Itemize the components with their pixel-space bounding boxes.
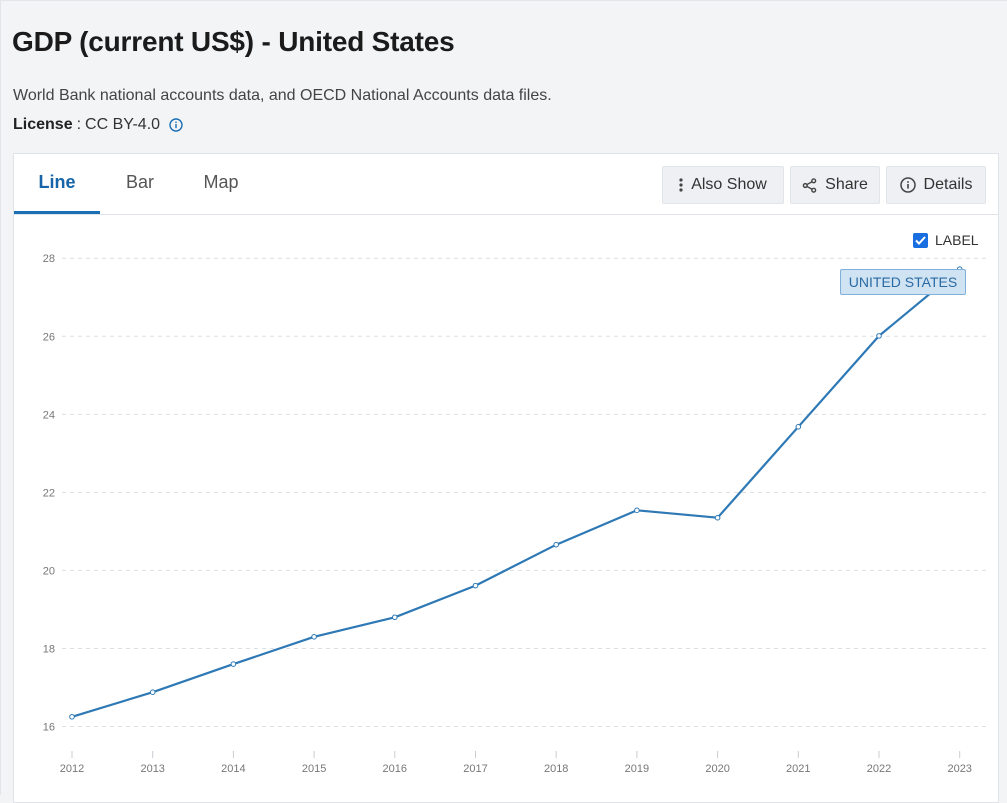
details-label: Details	[923, 176, 973, 193]
chart-tabbar: Line Bar Map Also Show Share	[14, 154, 998, 215]
x-tick-label: 2023	[947, 763, 971, 775]
info-icon[interactable]	[169, 118, 183, 132]
data-point	[311, 633, 317, 640]
page-subtitle: World Bank national accounts data, and O…	[13, 87, 552, 104]
share-icon	[802, 177, 817, 193]
x-tick-label: 2015	[302, 763, 326, 775]
y-tick-label: 22	[43, 487, 55, 499]
share-button[interactable]: Share	[790, 166, 880, 204]
x-tick-label: 2020	[705, 763, 729, 775]
license-line: License : CC BY-4.0	[13, 116, 183, 134]
data-point	[392, 614, 398, 621]
tab-bar[interactable]: Bar	[125, 172, 154, 192]
more-vertical-icon	[679, 178, 683, 192]
x-tick-label: 2014	[221, 763, 245, 775]
license-key: License	[13, 116, 73, 133]
data-point	[69, 713, 75, 720]
tab-line[interactable]: Line	[14, 154, 100, 214]
y-tick-label: 28	[43, 253, 55, 265]
x-tick-label: 2019	[625, 763, 649, 775]
also-show-label: Also Show	[691, 176, 767, 193]
y-tick-label: 24	[43, 409, 55, 421]
y-tick-label: 18	[43, 643, 55, 655]
chart-card: Line Bar Map Also Show Share	[13, 153, 999, 803]
label-checkbox[interactable]	[913, 232, 928, 248]
y-tick-label: 16	[43, 722, 55, 734]
data-point	[230, 661, 237, 667]
label-checkbox-text: LABEL	[935, 232, 979, 248]
x-tick-label: 2021	[786, 763, 810, 775]
data-point	[876, 333, 882, 339]
x-tick-label: 2022	[867, 763, 891, 775]
share-label: Share	[825, 176, 868, 193]
details-button[interactable]: Details	[886, 166, 986, 204]
data-point	[795, 424, 802, 430]
also-show-button[interactable]: Also Show	[662, 166, 784, 204]
data-point	[634, 507, 640, 514]
data-point	[472, 582, 479, 589]
page-title: GDP (current US$) - United States	[12, 26, 455, 57]
data-point	[553, 541, 560, 548]
y-tick-label: 20	[43, 565, 55, 577]
series-line	[71, 268, 961, 718]
tab-map[interactable]: Map	[203, 172, 239, 192]
label-toggle[interactable]: LABEL	[913, 232, 979, 248]
series-label-united-states: UNITED STATES	[840, 269, 966, 295]
x-tick-label: 2018	[544, 763, 568, 775]
x-tick-label: 2016	[383, 763, 407, 775]
license-separator: :	[76, 116, 82, 133]
license-value: CC BY-4.0	[85, 116, 161, 133]
data-point	[149, 689, 156, 695]
x-tick-label: 2012	[60, 763, 84, 775]
x-tick-label: 2013	[140, 763, 164, 775]
data-point	[714, 514, 721, 521]
info-circle-icon	[899, 177, 916, 193]
checkmark-icon	[915, 235, 926, 245]
y-tick-label: 26	[43, 331, 55, 343]
x-tick-label: 2017	[463, 763, 487, 775]
